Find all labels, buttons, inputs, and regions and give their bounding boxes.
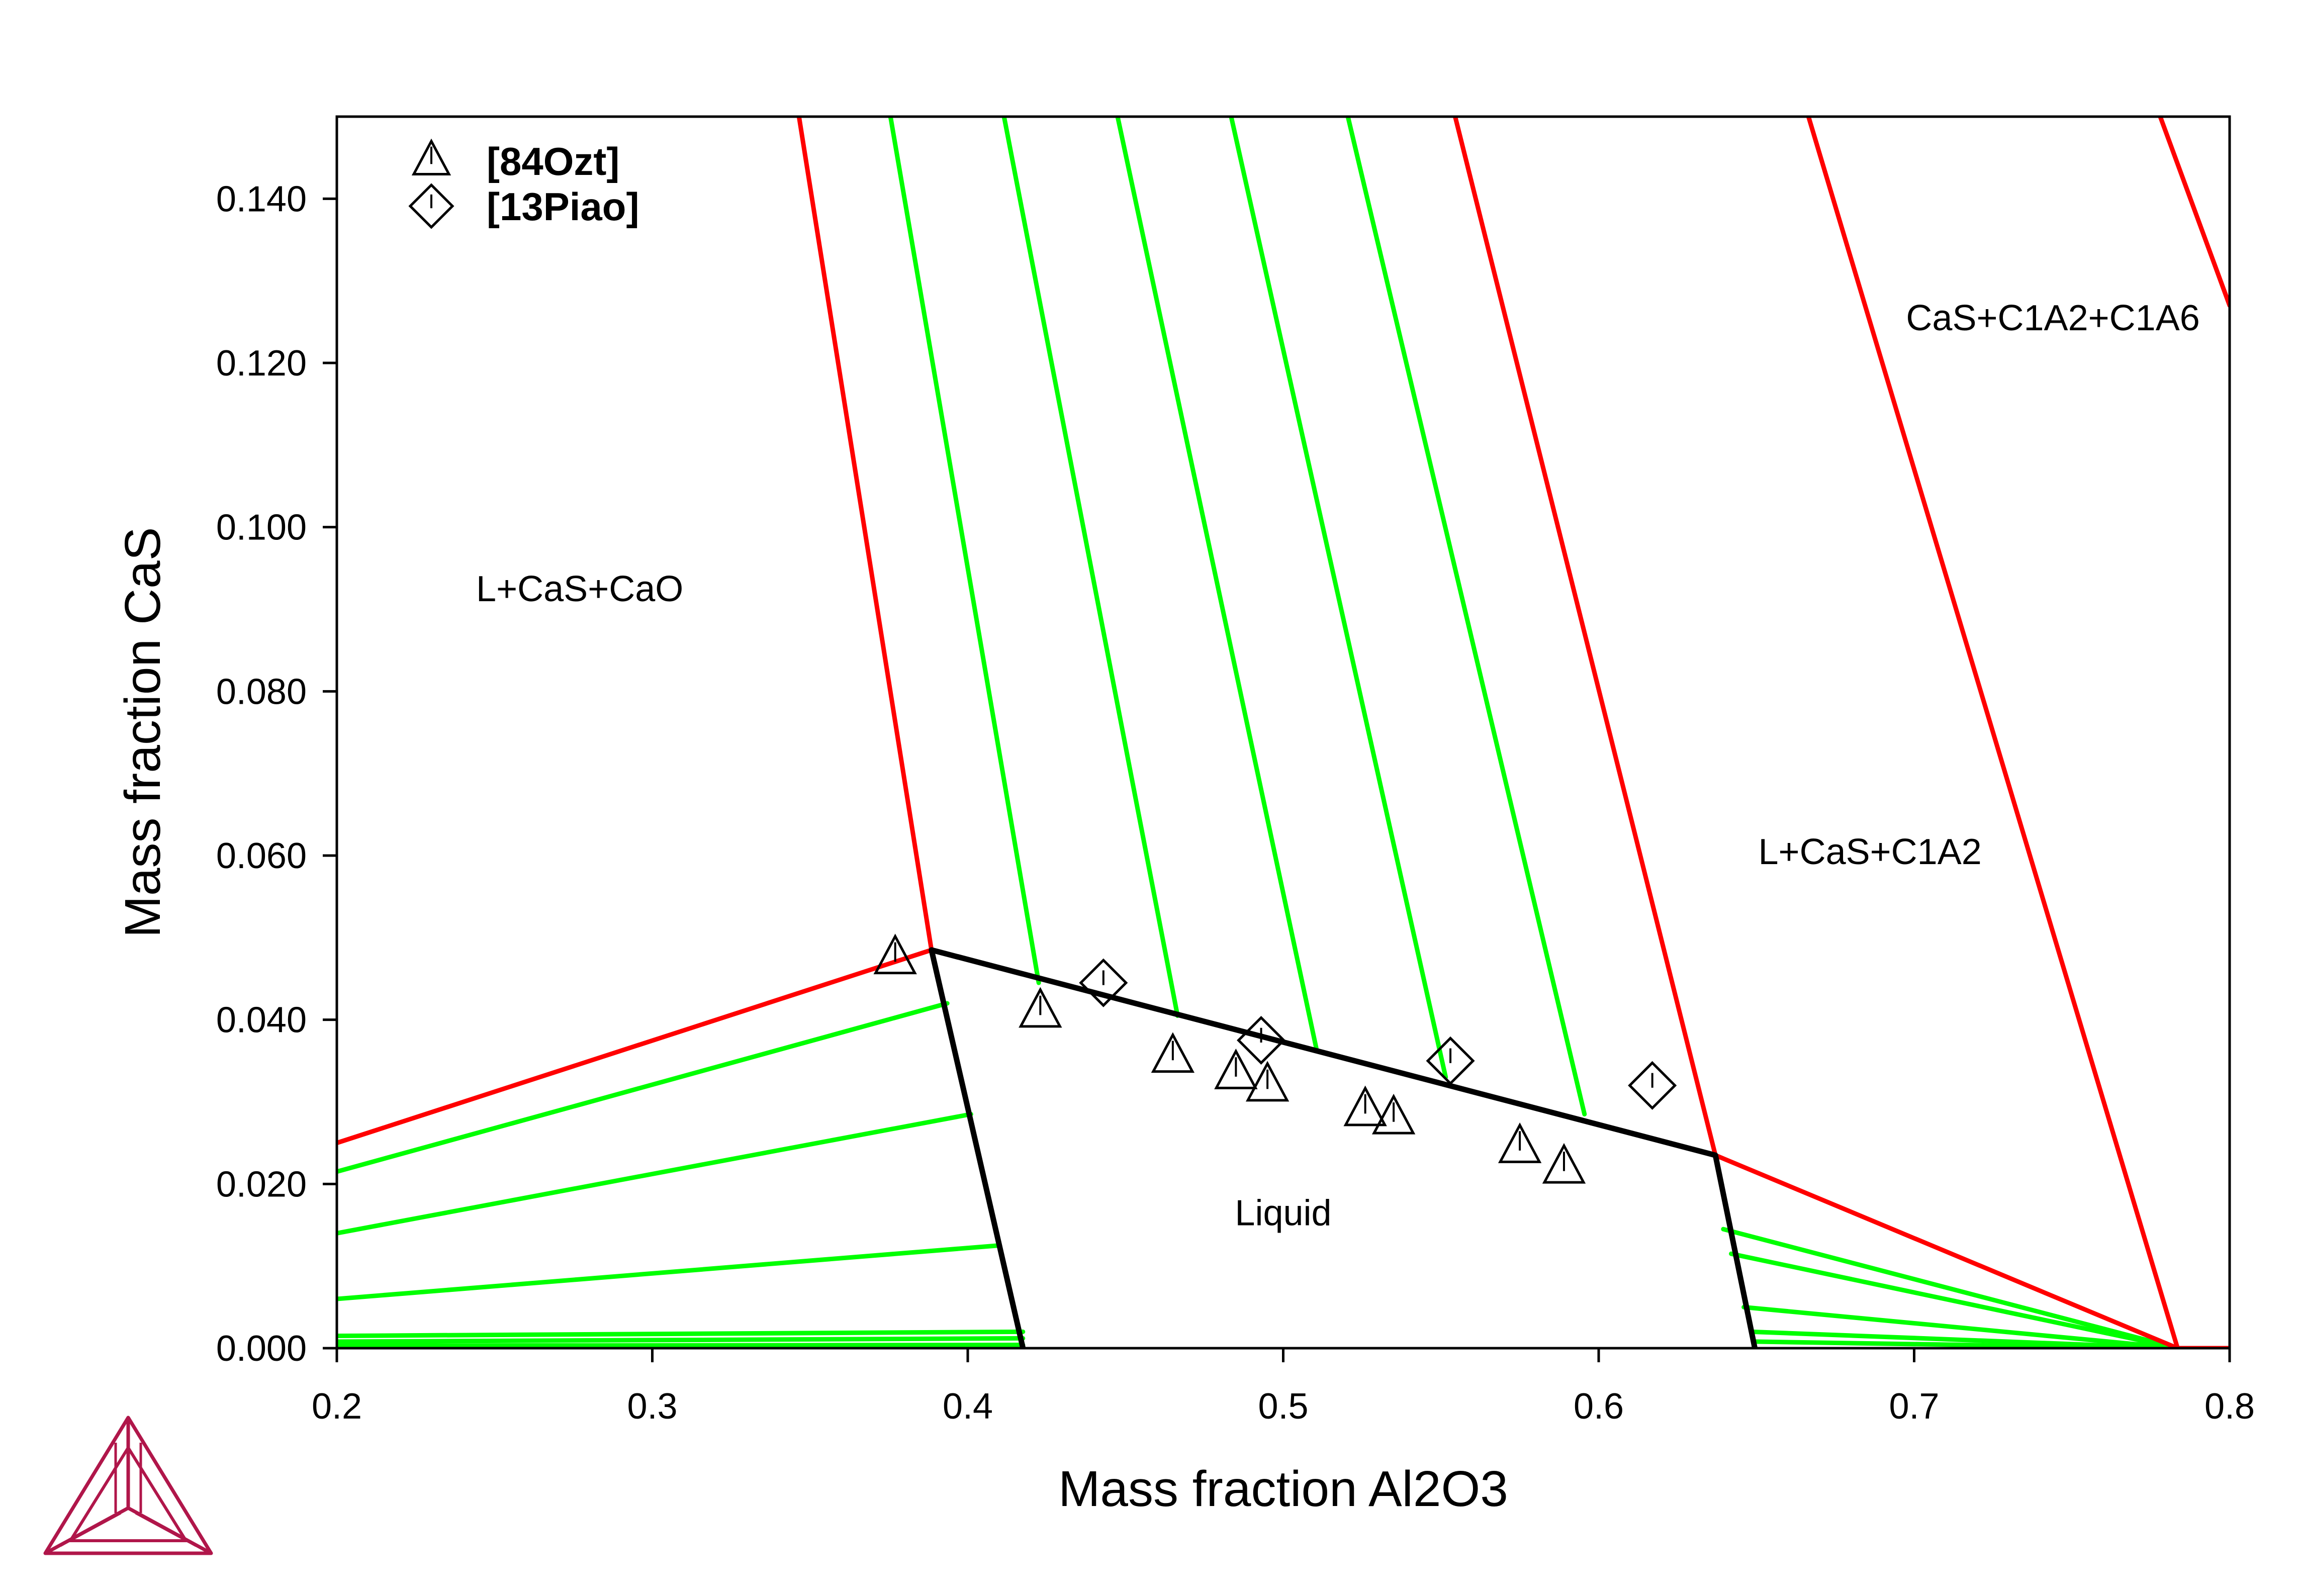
tie-line (1001, 117, 1180, 1018)
liquid-boundaries-group (929, 947, 1758, 1348)
x-tick-label: 0.2 (312, 1386, 362, 1427)
legend: [84Ozt][13Piao] (408, 138, 639, 229)
red-boundary-line (796, 117, 934, 953)
logo-spoke (135, 1512, 197, 1547)
tie-line (337, 1112, 973, 1236)
y-axis: 0.000 0.020 0.040 0.060 0.080 0.100 0.120 0.140 (216, 179, 337, 1369)
tie-line (1741, 1304, 2180, 1348)
triangle-marker (873, 933, 917, 975)
tie-line (1729, 1251, 2180, 1348)
legend-triangle-marker (411, 138, 451, 175)
region-label: Liquid (1235, 1193, 1331, 1234)
y-tick-label: 0.140 (216, 179, 307, 219)
legend-label: [84Ozt] (487, 139, 619, 183)
y-tick-label: 0.040 (216, 1000, 307, 1041)
logo-outer-triangle (43, 1416, 213, 1555)
liquid-boundary-line (929, 947, 1026, 1348)
y-tick-label: 0.120 (216, 343, 307, 384)
red-boundary-line (1806, 117, 2180, 1348)
region-labels-group: L+CaS+CaO L+CaS+C1A2 CaS+C1A2+C1A6 Liquid (476, 298, 2200, 1233)
triangle-marker (1542, 1143, 1586, 1184)
tie-line (1721, 1227, 2180, 1348)
diamond-marker (1237, 1015, 1286, 1065)
region-label: L+CaS+CaO (476, 569, 683, 609)
x-axis: 0.2 0.3 0.4 0.5 0.6 0.7 0.8 (312, 1348, 2255, 1427)
x-tick-label: 0.7 (1889, 1386, 1939, 1427)
tie-lines-group (337, 117, 2180, 1348)
logo-spoke (59, 1512, 122, 1547)
x-tick-label: 0.4 (943, 1386, 993, 1427)
y-axis-label: Mass fraction CaS (115, 527, 171, 938)
legend-label: [13Piao] (487, 184, 639, 229)
x-axis-label: Mass fraction Al2O3 (1058, 1461, 1508, 1517)
tie-line (1115, 117, 1319, 1051)
y-tick-label: 0.020 (216, 1164, 307, 1204)
tie-line (337, 1243, 1000, 1301)
red-boundary-line (337, 948, 934, 1146)
red-boundary-line (1713, 1153, 2180, 1348)
tie-line (1229, 117, 1448, 1080)
region-label: CaS+C1A2+C1A6 (1906, 298, 2199, 338)
triangle-marker (1214, 1049, 1258, 1089)
y-tick-label: 0.000 (216, 1329, 307, 1369)
y-tick-label: 0.060 (216, 836, 307, 876)
x-tick-label: 0.6 (1574, 1386, 1624, 1427)
liquid-boundary-line (929, 947, 1718, 1158)
tie-line (337, 1342, 1026, 1348)
diamond-marker (1079, 958, 1128, 1007)
triangle-marker (1343, 1085, 1387, 1126)
liquid-boundary-line (1712, 1152, 1758, 1348)
tie-line (337, 1329, 1026, 1338)
triangle-marker (1498, 1122, 1542, 1163)
y-tick-label: 0.080 (216, 672, 307, 712)
tie-line (888, 117, 1041, 985)
triangle-marker (1245, 1061, 1290, 1102)
thermo-calc-triangle-logo-icon (43, 1416, 213, 1555)
y-tick-label: 0.100 (216, 508, 307, 548)
red-boundaries-group (337, 117, 2230, 1348)
red-boundary-line (2158, 117, 2230, 308)
x-tick-label: 0.5 (1258, 1386, 1308, 1427)
triangle-marker (1151, 1032, 1195, 1073)
diamond-marker (1426, 1036, 1475, 1085)
x-tick-label: 0.8 (2204, 1386, 2255, 1427)
triangle-marker (1371, 1093, 1416, 1135)
x-tick-label: 0.3 (627, 1386, 677, 1427)
region-label: L+CaS+C1A2 (1758, 832, 1981, 872)
data-markers-group (873, 933, 1677, 1184)
tie-line (337, 1001, 950, 1174)
red-boundary-line (1452, 117, 1718, 1158)
legend-diamond-marker (408, 183, 454, 229)
diamond-marker (1628, 1061, 1677, 1110)
tie-line (1345, 117, 1587, 1116)
triangle-marker (1019, 987, 1062, 1028)
tie-line (337, 1336, 1026, 1344)
logo-inner-triangle (67, 1445, 189, 1542)
